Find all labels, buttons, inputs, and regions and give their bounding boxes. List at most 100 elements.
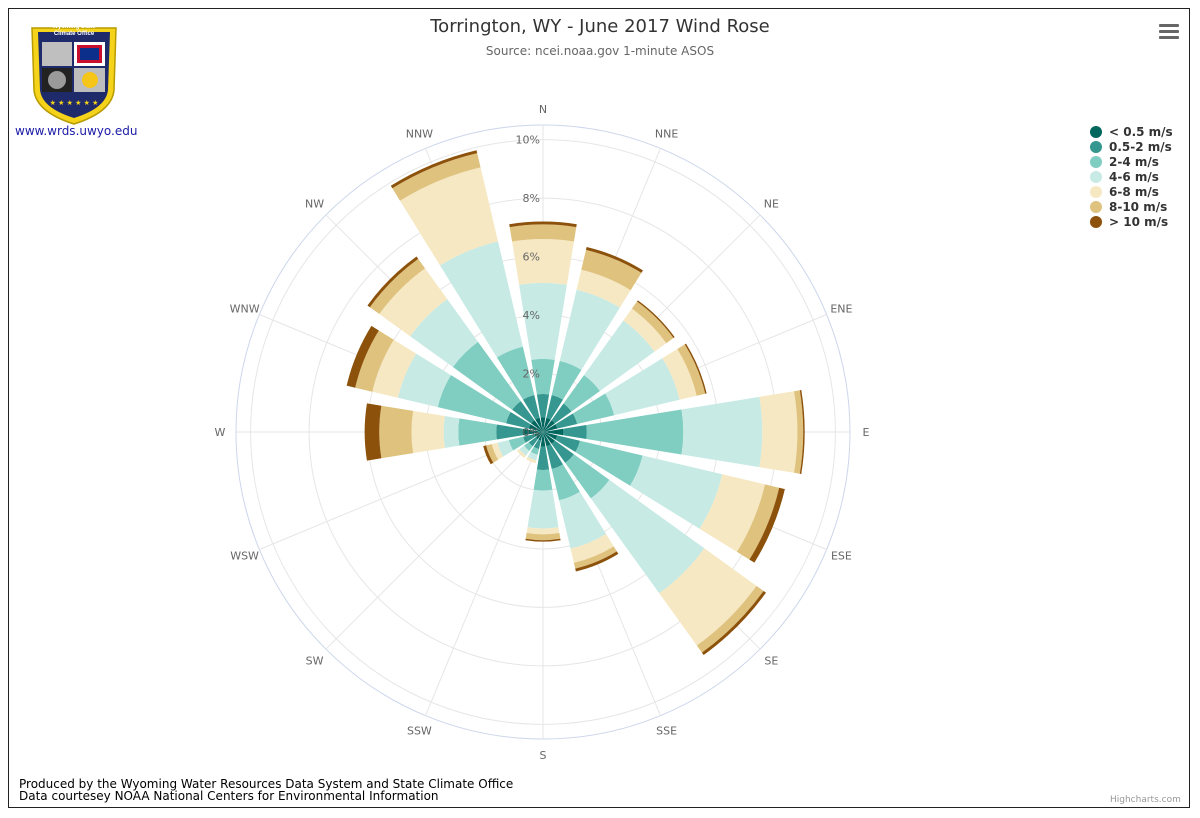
bar-nw--10-m-s[interactable]	[367, 256, 419, 308]
bar-nw--0-5-m-s[interactable]	[531, 420, 543, 432]
bar-nw-0-5-2-m-s[interactable]	[512, 401, 535, 424]
bar-sse-0-5-2-m-s[interactable]	[546, 444, 563, 469]
bar-ne-8-10-m-s[interactable]	[631, 301, 674, 344]
bar-s-0-5-2-m-s[interactable]	[536, 446, 550, 471]
bar-wsw-2-4-m-s[interactable]	[508, 436, 526, 451]
bar-se-6-8-m-s[interactable]	[659, 548, 757, 646]
bar-s--10-m-s[interactable]	[525, 538, 561, 542]
logo-link[interactable]: www.wrds.uwyo.edu	[15, 124, 138, 138]
hamburger-menu-icon[interactable]	[1158, 22, 1180, 40]
bar-sw-4-6-m-s[interactable]	[519, 445, 530, 456]
bar-wsw--10-m-s[interactable]	[483, 445, 494, 465]
bar-ene--10-m-s[interactable]	[684, 343, 707, 394]
bar-e-8-10-m-s[interactable]	[794, 390, 804, 474]
legend-item[interactable]: 8-10 m/s	[1090, 199, 1173, 214]
bar-ene--0-5-m-s[interactable]	[543, 424, 558, 432]
bar-e-6-8-m-s[interactable]	[759, 391, 798, 473]
highcharts-credit[interactable]: Highcharts.com	[1110, 795, 1181, 805]
bar-nne--0-5-m-s[interactable]	[543, 417, 551, 432]
bar-wnw-0-5-2-m-s[interactable]	[506, 412, 531, 429]
bar-ssw-6-8-m-s[interactable]	[526, 456, 537, 464]
bar-wnw-4-6-m-s[interactable]	[397, 353, 451, 408]
bar-n--0-5-m-s[interactable]	[540, 417, 546, 432]
bar-se-8-10-m-s[interactable]	[696, 585, 764, 653]
bar-nw-4-6-m-s[interactable]	[410, 299, 479, 368]
bar-s-2-4-m-s[interactable]	[533, 469, 553, 491]
bar-ne-2-4-m-s[interactable]	[563, 375, 600, 412]
bar-sse-4-6-m-s[interactable]	[559, 491, 607, 549]
bar-ssw-0-5-2-m-s[interactable]	[533, 439, 541, 450]
bar-n-6-8-m-s[interactable]	[512, 239, 574, 285]
bar-ne--0-5-m-s[interactable]	[543, 420, 555, 432]
bar-n-2-4-m-s[interactable]	[531, 358, 555, 395]
bar-nne-2-4-m-s[interactable]	[551, 360, 582, 400]
bar-sse--10-m-s[interactable]	[575, 551, 619, 572]
bar-wnw-6-8-m-s[interactable]	[372, 339, 417, 398]
bar-s--0-5-m-s[interactable]	[540, 432, 546, 447]
legend-item[interactable]: 2-4 m/s	[1090, 154, 1173, 169]
bar-w-4-6-m-s[interactable]	[443, 416, 460, 448]
bar-ne-6-8-m-s[interactable]	[623, 308, 667, 352]
bar-ese--10-m-s[interactable]	[749, 487, 785, 563]
bar-ssw--0-5-m-s[interactable]	[538, 432, 543, 441]
bar-ese-6-8-m-s[interactable]	[699, 474, 765, 552]
bar-nw-6-8-m-s[interactable]	[379, 268, 448, 337]
bar-nnw--0-5-m-s[interactable]	[535, 417, 543, 432]
bar-wsw-4-6-m-s[interactable]	[497, 440, 514, 457]
bar-ese-0-5-2-m-s[interactable]	[555, 435, 580, 452]
bar-nw-8-10-m-s[interactable]	[369, 258, 426, 315]
bar-e-0-5-2-m-s[interactable]	[563, 424, 587, 440]
bar-n--10-m-s[interactable]	[509, 221, 577, 228]
bar-sw-2-4-m-s[interactable]	[524, 442, 533, 451]
bar-ne-0-5-2-m-s[interactable]	[551, 403, 572, 424]
bar-nnw-4-6-m-s[interactable]	[439, 241, 523, 358]
bar-ne-4-6-m-s[interactable]	[584, 320, 655, 391]
bar-nnw--10-m-s[interactable]	[390, 150, 478, 189]
bar-w-2-4-m-s[interactable]	[458, 418, 497, 446]
bar-sw-0-5-2-m-s[interactable]	[528, 437, 538, 447]
bar-wsw-6-8-m-s[interactable]	[491, 442, 504, 460]
bar-w--10-m-s[interactable]	[364, 403, 382, 461]
bar-se-4-6-m-s[interactable]	[590, 479, 705, 594]
legend-item[interactable]: < 0.5 m/s	[1090, 124, 1173, 139]
bar-s-8-10-m-s[interactable]	[525, 533, 561, 541]
bar-ese-4-6-m-s[interactable]	[630, 455, 723, 529]
bar-nne-0-5-2-m-s[interactable]	[546, 395, 563, 420]
bar-w-6-8-m-s[interactable]	[411, 410, 445, 454]
legend-item[interactable]: 4-6 m/s	[1090, 169, 1173, 184]
bar-se--0-5-m-s[interactable]	[543, 432, 555, 444]
bar-ene-4-6-m-s[interactable]	[605, 358, 680, 416]
bar-s-4-6-m-s[interactable]	[527, 489, 559, 529]
bar-e--10-m-s[interactable]	[799, 390, 805, 474]
bar-nne--10-m-s[interactable]	[585, 247, 643, 273]
bar-wsw-8-10-m-s[interactable]	[486, 444, 499, 463]
bar-ese--0-5-m-s[interactable]	[543, 432, 558, 440]
bar-se-2-4-m-s[interactable]	[565, 454, 610, 499]
bar-ene-0-5-2-m-s[interactable]	[555, 413, 578, 429]
bar-ene-8-10-m-s[interactable]	[677, 344, 706, 396]
bar-n-8-10-m-s[interactable]	[509, 224, 577, 242]
bar-ese-8-10-m-s[interactable]	[736, 484, 780, 560]
bar-sse--0-5-m-s[interactable]	[543, 432, 551, 447]
bar-nne-6-8-m-s[interactable]	[576, 269, 631, 308]
bar-se-0-5-2-m-s[interactable]	[551, 440, 574, 463]
bar-wnw-2-4-m-s[interactable]	[437, 375, 511, 424]
bar-w--0-5-m-s[interactable]	[522, 428, 543, 436]
bar-n-0-5-2-m-s[interactable]	[536, 393, 550, 418]
bar-wsw-0-5-2-m-s[interactable]	[523, 434, 536, 443]
bar-sw--0-5-m-s[interactable]	[535, 432, 543, 440]
bar-w-8-10-m-s[interactable]	[379, 405, 414, 459]
bar-e-4-6-m-s[interactable]	[681, 396, 763, 468]
bar-nw-2-4-m-s[interactable]	[452, 341, 521, 410]
bar-wnw--10-m-s[interactable]	[346, 325, 379, 388]
bar-e--0-5-m-s[interactable]	[543, 428, 564, 436]
bar-nnw-0-5-2-m-s[interactable]	[523, 395, 540, 420]
bar-sw-6-8-m-s[interactable]	[516, 449, 526, 459]
bar-s-6-8-m-s[interactable]	[526, 527, 560, 535]
bar-ssw-4-6-m-s[interactable]	[527, 451, 538, 461]
bar-ene-6-8-m-s[interactable]	[662, 348, 697, 400]
bar-wsw--0-5-m-s[interactable]	[534, 432, 543, 437]
legend-item[interactable]: > 10 m/s	[1090, 214, 1173, 229]
bar-ssw-2-4-m-s[interactable]	[530, 446, 539, 455]
bar-sse-6-8-m-s[interactable]	[570, 533, 614, 563]
